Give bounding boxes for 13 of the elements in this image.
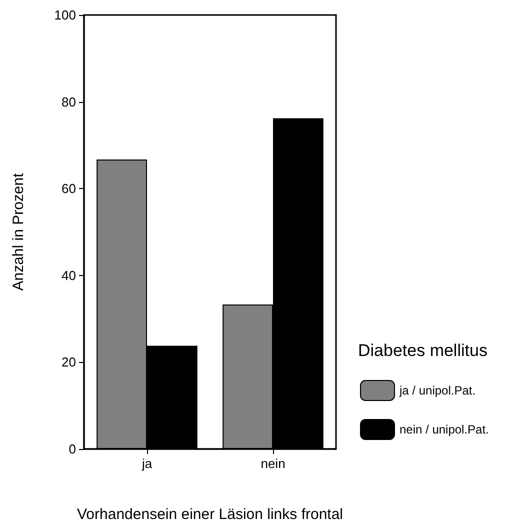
y-tick-label: 20 xyxy=(62,354,76,370)
x-tick-label: nein xyxy=(260,456,286,471)
y-tick-label: 60 xyxy=(62,181,76,196)
legend-title: Diabetes mellitus xyxy=(358,341,488,360)
y-tick-label: 80 xyxy=(62,94,76,110)
y-tick-label: 0 xyxy=(68,442,76,456)
y-axis-title: Anzahl in Prozent xyxy=(10,172,27,291)
x-tick-label: ja xyxy=(140,456,153,471)
x-axis-title: Vorhandensein einer Läsion links frontal xyxy=(76,506,344,523)
legend-label: ja / unipol.Pat. xyxy=(398,384,476,398)
legend-label: nein / unipol.Pat. xyxy=(400,422,489,436)
y-tick-label: 40 xyxy=(62,268,76,283)
y-tick-label: 100 xyxy=(54,8,76,22)
